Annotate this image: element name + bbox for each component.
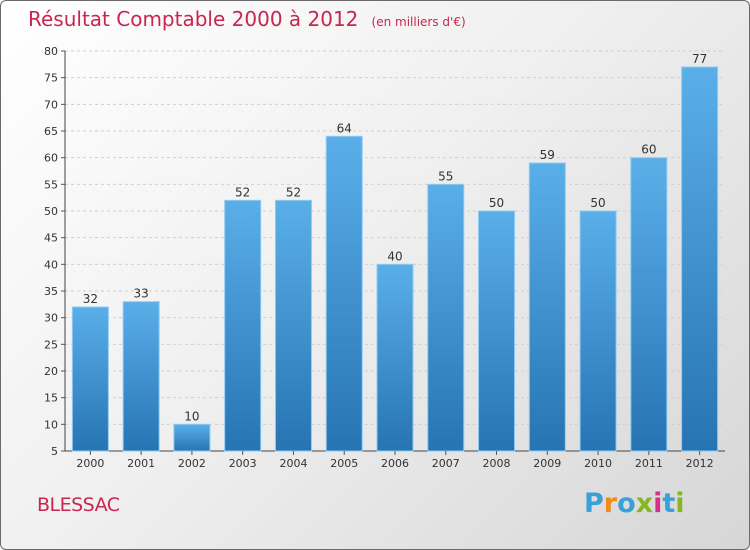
data-label: 60: [641, 143, 656, 157]
data-label: 33: [134, 287, 149, 301]
title-row: Résultat Comptable 2000 à 2012 (en milli…: [28, 7, 466, 31]
y-tick-label: 55: [44, 178, 58, 191]
data-label: 50: [590, 196, 605, 210]
x-tick-label: 2006: [381, 457, 409, 470]
proxiti-logo[interactable]: Proxiti: [584, 488, 685, 519]
y-tick-label: 25: [44, 338, 58, 351]
y-tick-label: 5: [51, 445, 58, 458]
bar: [478, 210, 516, 452]
data-label: 50: [489, 196, 504, 210]
bar: [274, 199, 312, 452]
x-tick-label: 2012: [686, 457, 714, 470]
y-tick-label: 70: [44, 98, 58, 111]
chart-title: Résultat Comptable 2000 à 2012: [28, 7, 359, 31]
y-tick-label: 15: [44, 392, 58, 405]
place-name: BLESSAC: [37, 494, 120, 516]
y-tick-label: 50: [44, 205, 58, 218]
y-tick-label: 60: [44, 152, 58, 165]
chart-subtitle: (en milliers d'€): [371, 15, 466, 29]
y-tick-label: 40: [44, 258, 58, 271]
x-tick-label: 2001: [127, 457, 155, 470]
y-tick-label: 30: [44, 312, 58, 325]
logo-letter: P: [584, 488, 604, 519]
bar: [71, 306, 109, 452]
bar: [224, 199, 262, 452]
logo-letter: i: [675, 488, 685, 519]
x-tick-label: 2008: [483, 457, 511, 470]
x-tick-label: 2009: [533, 457, 561, 470]
logo-letter: t: [662, 488, 676, 519]
bar: [122, 301, 160, 452]
x-tick-label: 2002: [178, 457, 206, 470]
data-label: 40: [387, 249, 402, 263]
bar: [325, 135, 363, 452]
x-tick-label: 2011: [635, 457, 663, 470]
y-tick-label: 45: [44, 232, 58, 245]
logo-letter: r: [603, 488, 618, 519]
x-tick-label: 2003: [229, 457, 257, 470]
bar: [376, 263, 414, 452]
bar: [427, 183, 465, 452]
data-label: 32: [83, 292, 98, 306]
data-label: 55: [438, 169, 453, 183]
bar: [579, 210, 617, 452]
y-tick-label: 65: [44, 125, 58, 138]
x-tick-label: 2000: [76, 457, 104, 470]
bar: [681, 66, 719, 452]
data-label: 10: [184, 409, 199, 423]
logo-letter: x: [635, 488, 654, 519]
logo-letter: o: [617, 488, 636, 519]
bar: [173, 423, 211, 452]
data-label: 52: [286, 185, 301, 199]
x-tick-label: 2010: [584, 457, 612, 470]
y-tick-label: 75: [44, 72, 58, 85]
x-tick-label: 2007: [432, 457, 460, 470]
logo-letter: i: [653, 488, 663, 519]
data-label: 64: [337, 121, 352, 135]
bar: [630, 157, 668, 452]
data-label: 52: [235, 185, 250, 199]
x-tick-label: 2005: [330, 457, 358, 470]
y-tick-label: 10: [44, 418, 58, 431]
y-tick-label: 20: [44, 365, 58, 378]
y-tick-label: 80: [44, 45, 58, 58]
x-tick-label: 2004: [279, 457, 307, 470]
data-label: 59: [540, 148, 555, 162]
bar: [528, 162, 566, 452]
y-tick-label: 35: [44, 285, 58, 298]
data-label: 77: [692, 52, 707, 66]
